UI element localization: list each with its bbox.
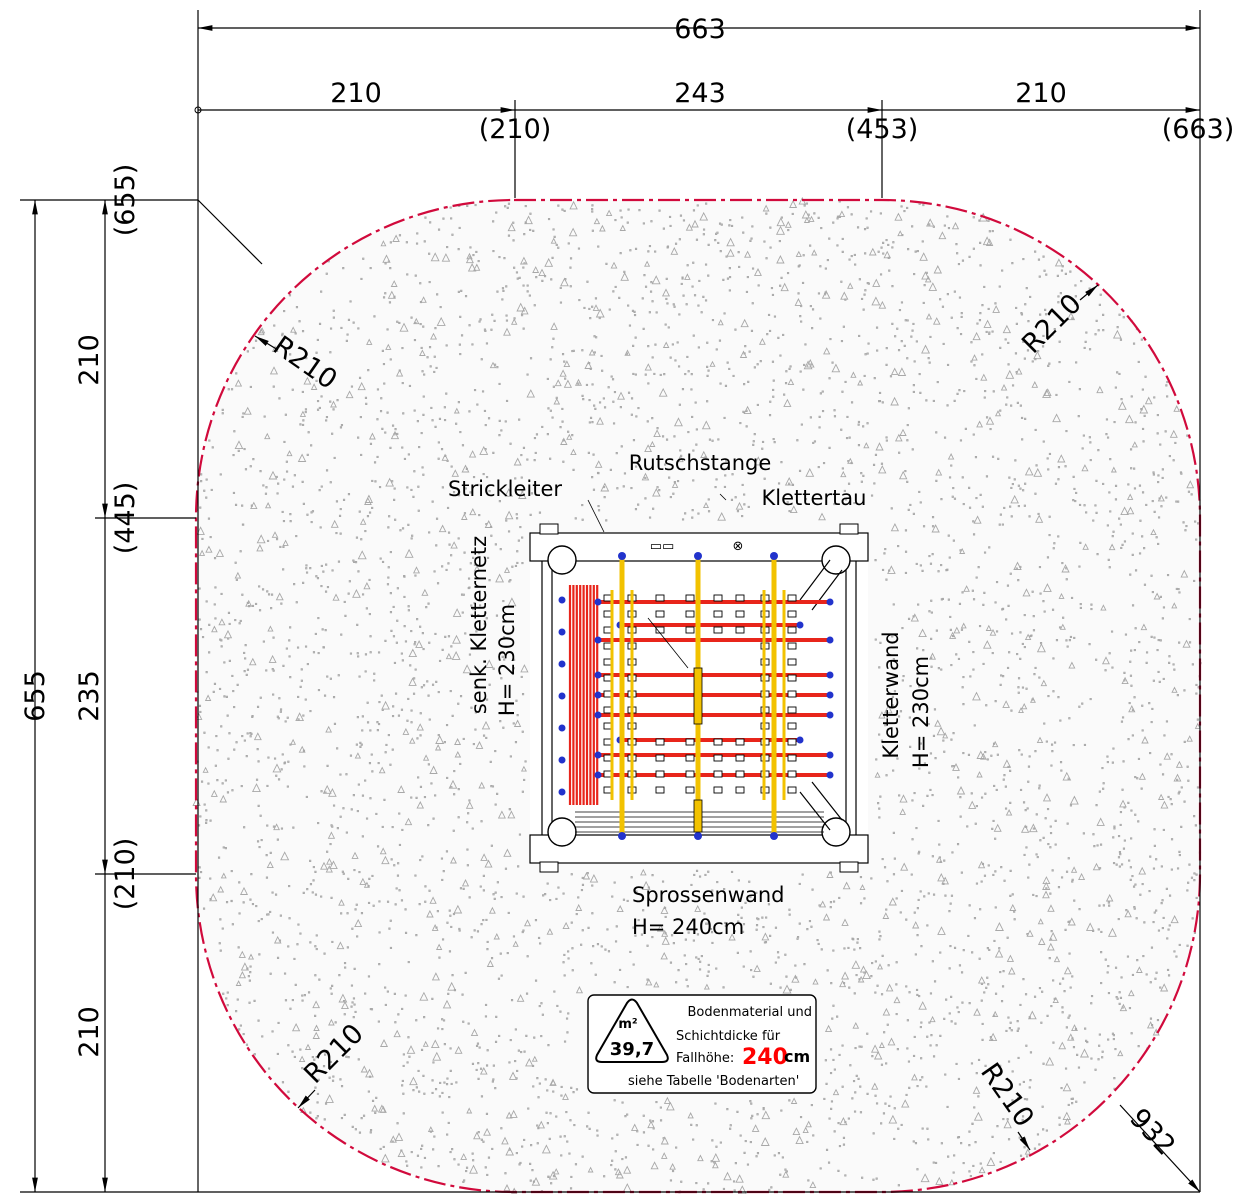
dim-cum-663: (663) bbox=[1162, 114, 1233, 145]
label-strickleiter: Strickleiter bbox=[448, 477, 562, 501]
vertical-dimensions: 655 210 235 210 (655) (445) (210) bbox=[20, 164, 1200, 1193]
dim-seg-right: 210 bbox=[1015, 78, 1067, 109]
info-line-4: siehe Tabelle 'Bodenarten' bbox=[628, 1074, 799, 1089]
dim-seg-mid: 243 bbox=[674, 78, 726, 109]
info-line-2: Schichtdicke für bbox=[676, 1029, 781, 1044]
climbing-frame: ▭▭ ⊗ bbox=[529, 523, 869, 873]
label-klettertau: Klettertau bbox=[762, 486, 867, 510]
dim-cum-453: (453) bbox=[846, 114, 919, 145]
gravel-texture bbox=[192, 196, 1202, 1194]
dim-cum-445: (445) bbox=[110, 482, 141, 555]
label-rutschstange: Rutschstange bbox=[629, 451, 772, 475]
info-fallhoehe-label: Fallhöhe: bbox=[676, 1051, 734, 1066]
label-kletterwand-1: Kletterwand bbox=[879, 631, 903, 758]
dim-v-mid: 235 bbox=[74, 670, 105, 722]
surface-info-box: m² 39,7 Bodenmaterial und Schichtdicke f… bbox=[587, 994, 817, 1094]
label-kletternetz-1: senk. Kletternetz bbox=[467, 536, 491, 714]
dim-cum-210-v: (210) bbox=[110, 838, 141, 911]
info-fallhoehe-value: 240 bbox=[742, 1045, 788, 1070]
area-unit: m² bbox=[618, 1017, 637, 1032]
label-sprossenwand-2: H= 240cm bbox=[632, 915, 744, 939]
dim-cum-655: (655) bbox=[110, 164, 141, 237]
svg-text:⊗: ⊗ bbox=[733, 539, 744, 554]
label-kletternetz-2: H= 230cm bbox=[495, 604, 519, 716]
dim-v-bottom: 210 bbox=[74, 1006, 105, 1058]
dim-cum-210: (210) bbox=[479, 114, 552, 145]
info-fallhoehe-unit: cm bbox=[784, 1047, 810, 1066]
svg-text:▭▭: ▭▭ bbox=[650, 539, 675, 554]
dim-seg-left: 210 bbox=[330, 78, 382, 109]
label-sprossenwand-1: Sprossenwand bbox=[632, 883, 784, 907]
dim-diagonal: 932 bbox=[1123, 1103, 1181, 1162]
dim-total-height: 655 bbox=[20, 670, 51, 722]
equipment-labels: Rutschstange Strickleiter Klettertau sen… bbox=[448, 451, 933, 939]
dim-v-top: 210 bbox=[74, 334, 105, 386]
area-value: 39,7 bbox=[610, 1039, 654, 1060]
horizontal-dimensions: 663 210 243 210 (210) (453) (663) bbox=[194, 10, 1233, 1192]
area-triangle-icon bbox=[595, 998, 669, 1063]
info-line-1: Bodenmaterial und bbox=[688, 1005, 812, 1020]
dim-total-width: 663 bbox=[674, 14, 726, 45]
label-kletterwand-2: H= 230cm bbox=[909, 656, 933, 768]
